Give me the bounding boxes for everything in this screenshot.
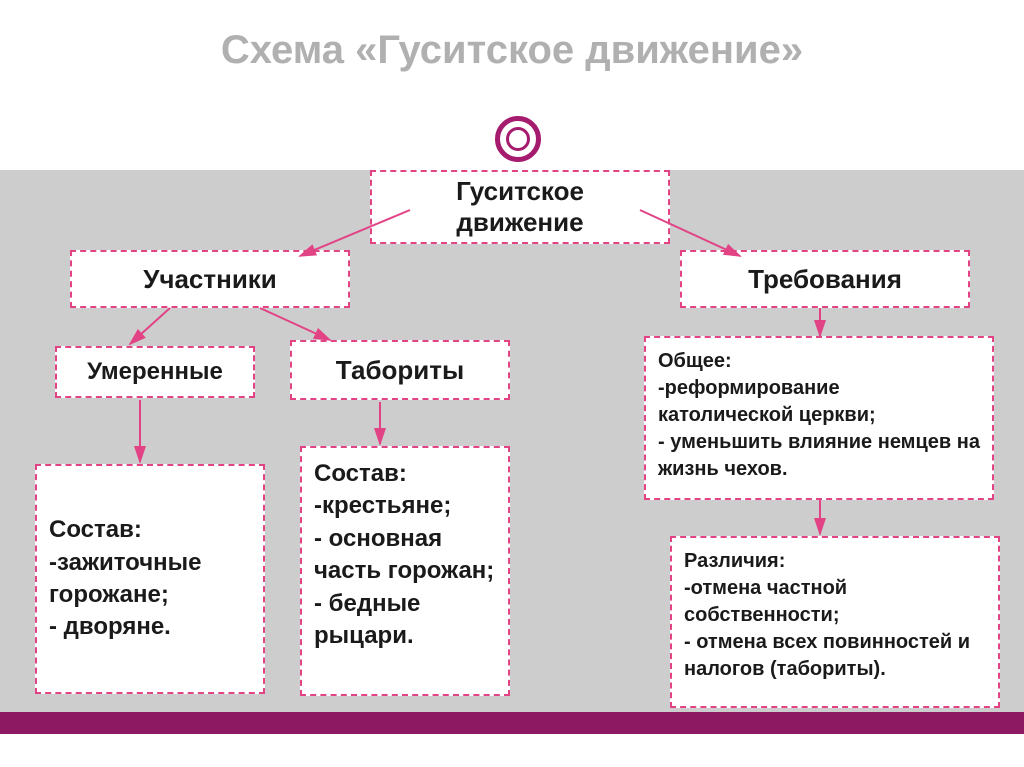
node-moderate: Умеренные <box>55 346 255 398</box>
node-demands-common: Общее:-реформирование католической церкв… <box>644 336 994 500</box>
node-taborites-composition: Состав:-крестьяне;- основная часть горож… <box>300 446 510 696</box>
node-taborites: Табориты <box>290 340 510 400</box>
page-title: Схема «Гуситское движение» <box>0 28 1024 73</box>
node-participants: Участники <box>70 250 350 308</box>
node-root: Гуситскоедвижение <box>370 170 670 244</box>
node-moderate-composition: Состав:-зажиточные горожане;- дворяне. <box>35 464 265 694</box>
node-demands: Требования <box>680 250 970 308</box>
bottom-accent-bar <box>0 712 1024 734</box>
node-demands-differences: Различия:-отмена частной собственности;-… <box>670 536 1000 708</box>
decorative-circle-icon <box>495 116 541 162</box>
